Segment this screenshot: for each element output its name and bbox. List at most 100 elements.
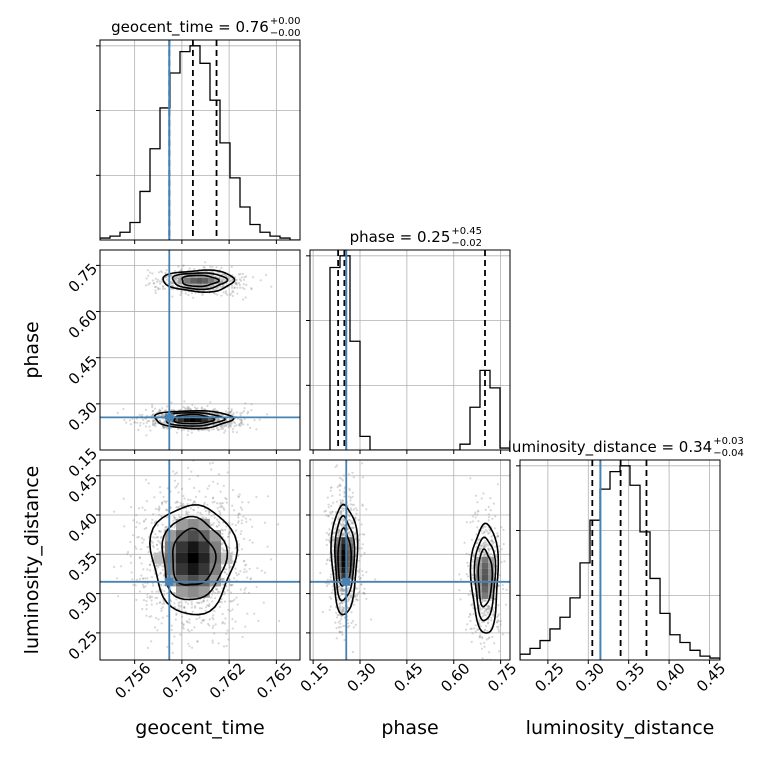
sample-point bbox=[179, 283, 182, 286]
sample-point bbox=[277, 523, 280, 526]
sample-point bbox=[229, 584, 233, 587]
sample-point bbox=[184, 601, 187, 604]
sample-point bbox=[216, 507, 219, 510]
sample-point bbox=[251, 276, 255, 279]
x-tick-label: 0.15 bbox=[297, 659, 333, 695]
sample-point bbox=[351, 526, 354, 529]
sample-point bbox=[125, 421, 128, 424]
sample-point bbox=[337, 515, 340, 519]
sample-point bbox=[361, 462, 364, 465]
sample-point bbox=[172, 591, 175, 594]
sample-point bbox=[202, 266, 205, 269]
sample-point bbox=[173, 277, 176, 280]
y-tick-label: 0.35 bbox=[65, 549, 101, 585]
sample-point bbox=[220, 427, 223, 430]
sample-point bbox=[348, 487, 351, 490]
sample-point bbox=[206, 487, 209, 490]
sample-point bbox=[211, 641, 214, 644]
sample-point bbox=[173, 409, 176, 412]
sample-point bbox=[181, 502, 185, 506]
sample-point bbox=[244, 517, 248, 520]
sample-point bbox=[486, 606, 489, 610]
sample-point bbox=[339, 502, 343, 505]
sample-point bbox=[357, 592, 360, 595]
sample-point bbox=[346, 626, 349, 629]
sample-point bbox=[204, 516, 207, 520]
sample-point bbox=[151, 279, 154, 282]
sample-point bbox=[206, 404, 209, 408]
sample-point bbox=[484, 545, 487, 548]
sample-point bbox=[129, 540, 132, 544]
sample-point bbox=[244, 402, 247, 405]
sample-point bbox=[240, 522, 243, 525]
sample-point bbox=[465, 572, 468, 576]
sample-point bbox=[262, 601, 265, 604]
sample-point bbox=[193, 606, 197, 609]
sample-point bbox=[360, 523, 363, 526]
sample-point bbox=[190, 603, 193, 606]
sample-point bbox=[142, 586, 146, 589]
sample-point bbox=[337, 534, 340, 537]
sample-point bbox=[341, 588, 344, 591]
sample-point bbox=[463, 541, 466, 544]
sample-point bbox=[245, 570, 248, 573]
sample-point bbox=[342, 518, 346, 522]
sample-point bbox=[231, 608, 234, 611]
sample-point bbox=[239, 421, 243, 424]
sample-point bbox=[484, 541, 487, 544]
sample-point bbox=[193, 486, 196, 489]
sample-point bbox=[349, 499, 352, 502]
sample-point bbox=[477, 628, 480, 631]
sample-point bbox=[183, 497, 186, 500]
sample-point bbox=[341, 533, 344, 536]
sample-point bbox=[489, 606, 492, 609]
density-cell bbox=[482, 580, 488, 587]
sample-point bbox=[173, 591, 176, 595]
x-tick-label: 0.762 bbox=[206, 659, 249, 702]
sample-point bbox=[493, 598, 496, 601]
sample-point bbox=[247, 591, 250, 594]
sample-point bbox=[363, 552, 366, 555]
sample-point bbox=[166, 516, 169, 519]
sample-point bbox=[135, 521, 138, 524]
sample-point bbox=[231, 488, 235, 492]
sample-point bbox=[488, 608, 491, 611]
sample-point bbox=[484, 599, 487, 602]
sample-point bbox=[227, 638, 230, 641]
sample-point bbox=[342, 532, 345, 535]
sample-point bbox=[145, 421, 148, 424]
sample-point bbox=[133, 421, 136, 424]
sample-point bbox=[328, 582, 331, 585]
sample-point bbox=[225, 573, 229, 576]
density-cell bbox=[187, 518, 199, 531]
sample-point bbox=[365, 597, 368, 600]
sample-point bbox=[157, 288, 160, 291]
sample-point bbox=[325, 538, 328, 541]
sample-point bbox=[349, 520, 353, 523]
sample-point bbox=[160, 609, 163, 613]
sample-point bbox=[483, 552, 486, 555]
sample-point bbox=[193, 268, 196, 271]
sample-point bbox=[483, 607, 486, 610]
sample-point bbox=[485, 555, 488, 558]
sample-point bbox=[155, 543, 159, 546]
sample-point bbox=[332, 538, 335, 542]
sample-point bbox=[492, 612, 495, 616]
sample-point bbox=[153, 421, 157, 424]
sample-point bbox=[164, 501, 167, 504]
sample-point bbox=[483, 553, 486, 557]
sample-point bbox=[327, 534, 330, 537]
sample-point bbox=[338, 512, 341, 515]
sample-point bbox=[198, 607, 201, 610]
sample-point bbox=[341, 605, 344, 609]
sample-point bbox=[465, 552, 468, 555]
sample-point bbox=[487, 607, 490, 610]
sample-point bbox=[351, 650, 354, 654]
sample-point bbox=[341, 602, 344, 605]
sample-point bbox=[500, 548, 503, 551]
sample-point bbox=[218, 276, 221, 279]
sample-point bbox=[152, 413, 155, 416]
sample-point bbox=[133, 421, 136, 424]
sample-point bbox=[480, 636, 483, 639]
sample-point bbox=[492, 554, 495, 558]
